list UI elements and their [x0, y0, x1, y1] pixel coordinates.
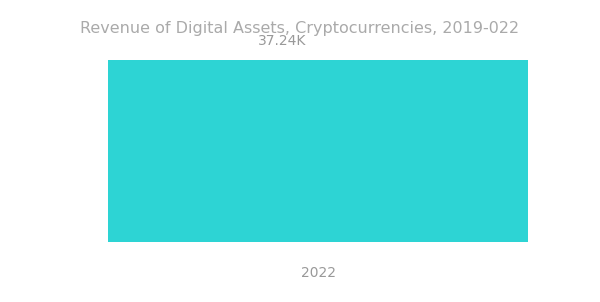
Text: Revenue of Digital Assets, Cryptocurrencies, 2019-022: Revenue of Digital Assets, Cryptocurrenc… — [80, 21, 520, 36]
Text: 37.24K: 37.24K — [258, 34, 306, 48]
Text: 2022: 2022 — [301, 266, 335, 280]
Bar — [108, 60, 528, 242]
